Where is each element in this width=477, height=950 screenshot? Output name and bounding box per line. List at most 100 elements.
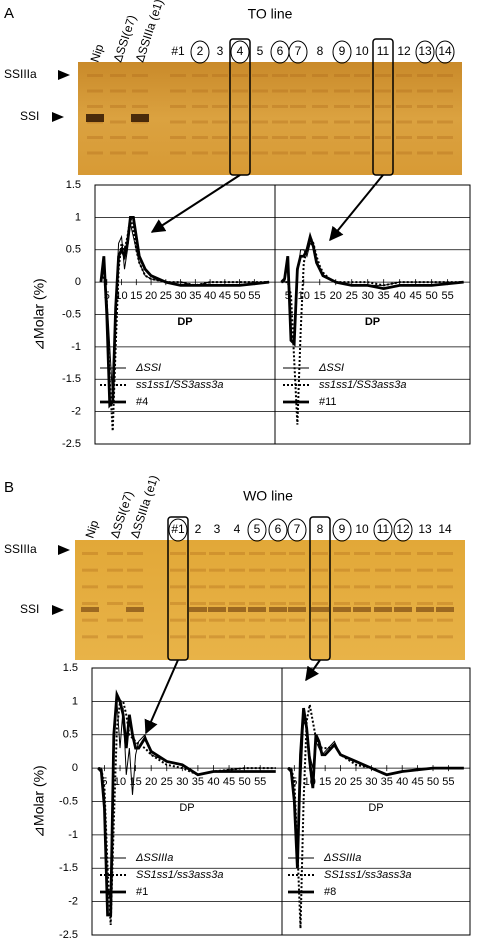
lane-circle — [435, 40, 455, 64]
gel-band — [395, 635, 411, 639]
x-tick-label: 10 — [114, 776, 126, 788]
x-tick-label: 15 — [314, 290, 326, 302]
gel-band — [190, 552, 206, 555]
gel-band — [212, 89, 228, 93]
gel-band — [312, 552, 328, 555]
gel-band — [272, 105, 288, 108]
lane-label: 14 — [438, 44, 452, 58]
gel-band — [212, 105, 228, 108]
lane-box — [167, 516, 189, 661]
lane-circle — [415, 40, 435, 64]
gel-band — [170, 136, 186, 139]
lane-label: 13 — [418, 522, 432, 536]
gel-band — [132, 74, 148, 77]
gel-band — [252, 105, 268, 108]
gel-band — [170, 602, 186, 605]
gel-band — [312, 74, 328, 77]
legend-label: ΔSSI — [135, 362, 161, 374]
gel-band — [290, 151, 306, 155]
gel-band — [375, 74, 391, 77]
gel-band — [334, 74, 350, 77]
gel-band — [82, 585, 98, 589]
arrow — [144, 659, 179, 735]
gel-band — [396, 74, 412, 77]
gel-band — [395, 552, 411, 555]
gel-band — [229, 635, 245, 639]
gel-band — [87, 105, 103, 108]
gel-band — [334, 635, 350, 639]
lane-circle — [287, 518, 307, 542]
lane-label: 9 — [339, 522, 346, 536]
gel-band — [417, 105, 433, 108]
gel-band — [290, 105, 306, 108]
gel-band — [437, 552, 453, 555]
gel-band — [110, 89, 126, 93]
x-tick-label: 20 — [145, 290, 157, 302]
gel-band — [212, 151, 228, 155]
panel-letter: B — [4, 479, 14, 496]
x-tick-label: 5 — [285, 290, 291, 302]
gel-band — [289, 568, 305, 572]
y-tick-label: 1.5 — [66, 179, 81, 191]
gel-band — [354, 120, 370, 124]
legend-label: ΔSSI — [318, 362, 344, 374]
gel-band — [270, 568, 286, 572]
gel-band — [375, 105, 391, 108]
gel-band — [436, 607, 454, 612]
lane-circle — [230, 40, 250, 64]
gel-band — [272, 74, 288, 77]
gel-band — [209, 618, 225, 622]
gel-band — [170, 120, 186, 124]
gel-band — [252, 136, 268, 139]
x-tick-label: 40 — [396, 776, 408, 788]
legend-label: #4 — [136, 396, 148, 408]
gel-band — [354, 74, 370, 77]
x-tick-label: 40 — [394, 290, 406, 302]
gel-band — [290, 89, 306, 93]
gel-band — [395, 602, 411, 605]
legend-label: ΔSSIIIa — [323, 852, 361, 864]
gel-band — [354, 89, 370, 93]
lane-label: 7 — [295, 44, 302, 58]
lane-label: 8 — [317, 522, 324, 536]
gel-band — [417, 585, 433, 589]
gel-band — [416, 607, 434, 612]
x-tick-label: 50 — [426, 290, 438, 302]
gel-band — [249, 618, 265, 622]
gel-band — [249, 635, 265, 639]
x-tick-label: 50 — [238, 776, 250, 788]
lane-label: 13 — [418, 44, 432, 58]
lane-label: 7 — [294, 522, 301, 536]
x-tick-label: 55 — [442, 776, 454, 788]
gel-band — [107, 552, 123, 555]
lane-box — [372, 38, 394, 176]
gel-band — [209, 585, 225, 589]
gel-band — [249, 585, 265, 589]
gel-band — [334, 618, 350, 622]
lane-circle — [393, 518, 413, 542]
gel-band — [354, 618, 370, 622]
gel-band — [107, 585, 123, 589]
arrow — [305, 659, 321, 682]
gel-band — [110, 105, 126, 108]
panel-title: WO line — [243, 488, 293, 504]
x-axis-label: DP — [177, 316, 192, 328]
lane-circle — [332, 40, 352, 64]
gel-band — [375, 602, 391, 605]
gel-band — [232, 74, 248, 77]
gel-band — [127, 552, 143, 555]
gel-band — [334, 568, 350, 572]
y-tick-label: -2.5 — [59, 929, 78, 941]
y-tick-label: 0 — [72, 762, 78, 774]
lane-label: 11 — [377, 44, 390, 58]
gel-band — [375, 89, 391, 93]
lane-label: ΔSSIIIa (e1) — [128, 473, 162, 540]
x-tick-label: 55 — [441, 290, 453, 302]
gel-band — [312, 618, 328, 622]
x-tick-label: 20 — [330, 290, 342, 302]
x-tick-label: 30 — [174, 290, 186, 302]
x-tick-label: 30 — [362, 290, 374, 302]
x-tick-label: 15 — [130, 290, 142, 302]
x-tick-label: 35 — [381, 776, 393, 788]
